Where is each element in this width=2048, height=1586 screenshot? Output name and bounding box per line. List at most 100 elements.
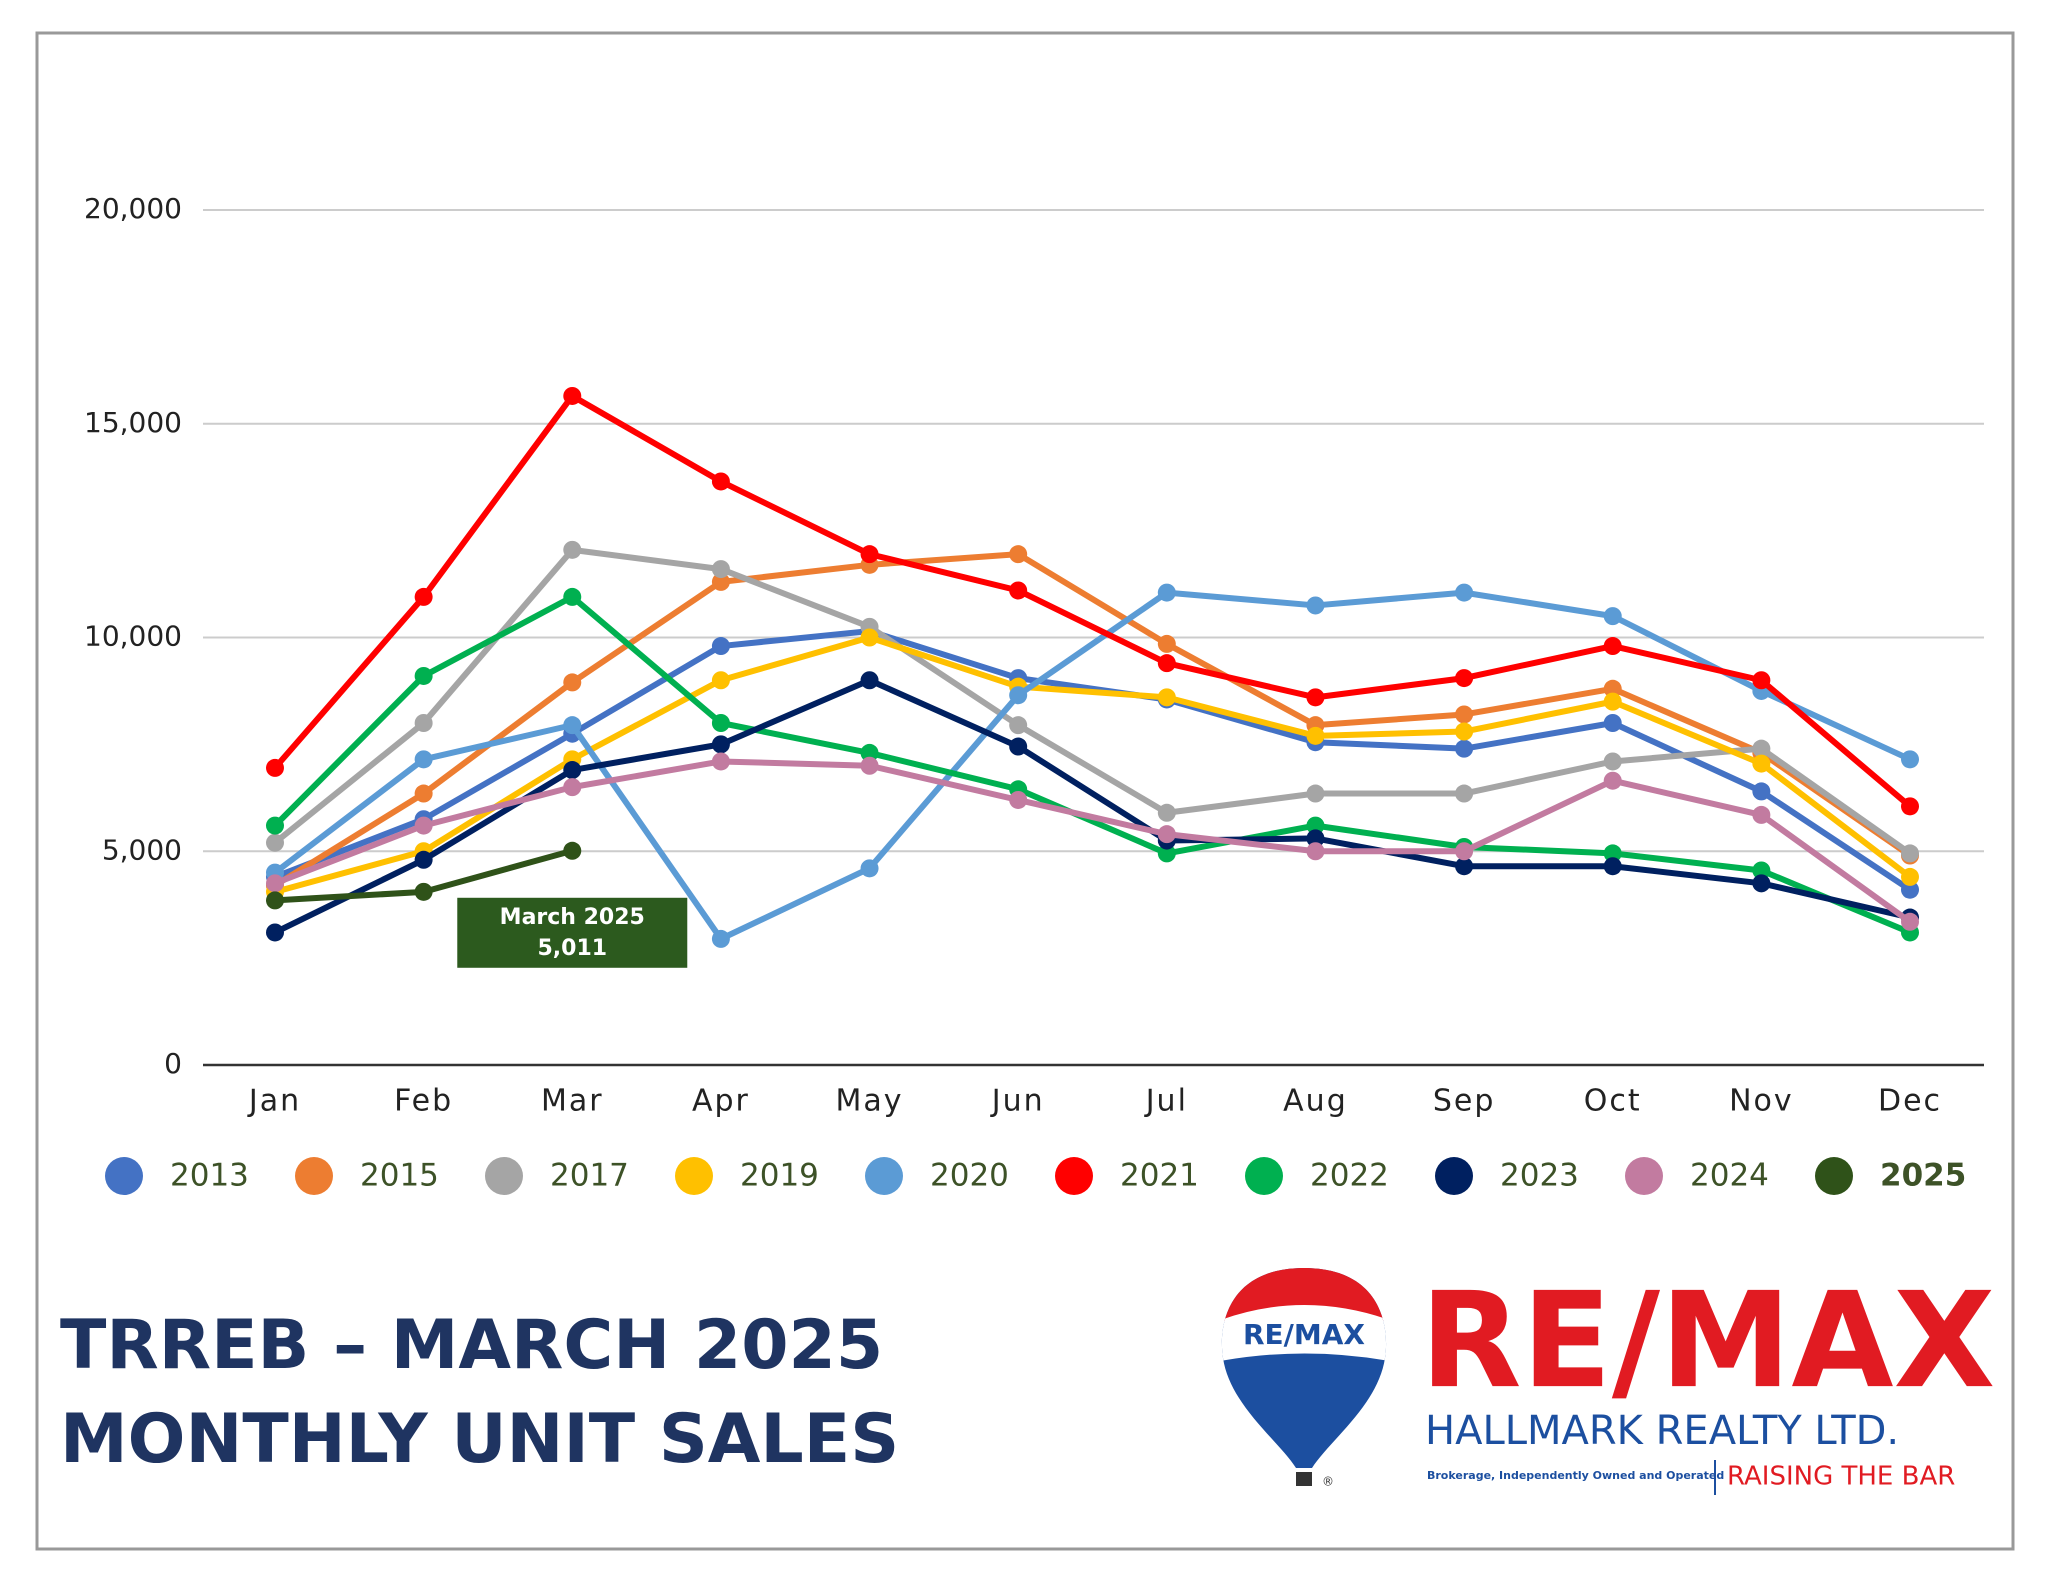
- marker: [711, 572, 730, 591]
- marker: [1603, 771, 1622, 790]
- legend-swatch: [1055, 1157, 1093, 1195]
- registered: ®: [1322, 1475, 1334, 1489]
- marker: [1901, 797, 1919, 816]
- marker: [1752, 754, 1771, 773]
- marker: [711, 752, 730, 771]
- marker: [711, 714, 730, 732]
- marker: [1455, 842, 1474, 861]
- marker: [711, 560, 730, 579]
- marker: [1157, 688, 1176, 707]
- x-tick-label: Feb: [394, 1084, 453, 1119]
- series: [266, 671, 1919, 942]
- marker: [414, 666, 433, 685]
- y-tick-label: 10,000: [84, 620, 182, 653]
- annotation-text: March 2025: [500, 905, 645, 930]
- marker: [860, 743, 879, 762]
- marker: [1157, 634, 1176, 653]
- marker: [1157, 803, 1176, 822]
- legend-swatch: [865, 1157, 903, 1195]
- marker: [414, 816, 433, 835]
- balloon-text: RE/MAX: [1243, 1318, 1365, 1351]
- marker: [266, 833, 284, 852]
- marker: [1603, 692, 1622, 711]
- company: HALLMARK REALTY LTD.: [1425, 1408, 1899, 1454]
- marker: [1603, 714, 1622, 732]
- marker: [414, 587, 433, 606]
- marker: [563, 716, 582, 735]
- marker: [1157, 825, 1176, 844]
- marker: [1752, 861, 1771, 880]
- legend-label: 2025: [1880, 1158, 1966, 1194]
- marker: [266, 891, 284, 910]
- y-tick-label: 15,000: [84, 406, 182, 439]
- legend-swatch: [105, 1157, 143, 1195]
- basket: [1296, 1472, 1312, 1486]
- marker: [1752, 874, 1771, 893]
- marker: [1306, 784, 1325, 803]
- y-tick-label: 0: [164, 1047, 182, 1080]
- marker: [860, 671, 879, 690]
- marker: [1901, 912, 1919, 931]
- marker: [1455, 669, 1474, 688]
- line: [273, 551, 1912, 889]
- marker: [1157, 844, 1176, 863]
- marker: [860, 628, 879, 647]
- marker: [1455, 857, 1474, 876]
- marker: [860, 756, 879, 775]
- y-tick-label: 20,000: [84, 192, 182, 225]
- legend-label: 2019: [740, 1158, 819, 1194]
- marker: [1157, 654, 1176, 673]
- legend-swatch: [1435, 1157, 1473, 1195]
- marker: [1901, 867, 1919, 886]
- legend-swatch: [295, 1157, 333, 1195]
- marker: [1009, 790, 1028, 809]
- title-line: TRREB – MARCH 2025: [60, 1306, 883, 1385]
- x-tick-label: May: [836, 1084, 904, 1119]
- marker: [563, 587, 582, 606]
- title-line: MONTHLY UNIT SALES: [60, 1400, 899, 1479]
- marker: [414, 750, 433, 769]
- marker: [1752, 782, 1771, 801]
- series: [266, 386, 1919, 816]
- marker: [414, 882, 433, 901]
- marker: [1306, 816, 1325, 835]
- line: [273, 628, 1912, 893]
- plot: 0 5,000 10,000 15,000 20,000 Jan Feb Mar Apr May J…: [84, 192, 1984, 1195]
- marker: [711, 472, 730, 491]
- tagline-left: Brokerage, Independently Owned and Opera…: [1427, 1469, 1724, 1482]
- marker: [1603, 857, 1622, 876]
- x-tick-label: Jan: [247, 1084, 301, 1119]
- marker: [266, 874, 284, 893]
- marker: [563, 540, 582, 559]
- line: [273, 546, 1912, 856]
- marker: [1455, 739, 1474, 758]
- marker: [414, 784, 433, 803]
- x-tick-label: Sep: [1433, 1084, 1496, 1119]
- marker: [860, 859, 879, 878]
- line: [273, 677, 1911, 936]
- x-tick-label: Aug: [1283, 1084, 1348, 1119]
- legend-label: 2023: [1500, 1158, 1579, 1194]
- marker: [1306, 726, 1325, 745]
- legend-swatch: [1245, 1157, 1283, 1195]
- marker: [1306, 688, 1325, 707]
- x-tick-label: Nov: [1729, 1084, 1794, 1119]
- legend-swatch: [1815, 1157, 1853, 1195]
- y-tick-label: 5,000: [102, 833, 182, 866]
- legend-swatch: [485, 1157, 523, 1195]
- legend-label: 2013: [170, 1158, 249, 1194]
- x-tick-label: Dec: [1878, 1084, 1942, 1119]
- marker: [711, 637, 730, 656]
- logo-text: RE/MAX: [1420, 1264, 1995, 1418]
- marker: [1901, 750, 1919, 769]
- marker: [1306, 842, 1325, 861]
- line: [272, 593, 1912, 936]
- marker: [1603, 844, 1622, 863]
- series: [266, 752, 1919, 931]
- marker: [1752, 739, 1771, 758]
- marker: [563, 673, 582, 692]
- marker: [711, 671, 730, 690]
- tagline-right: RAISING THE BAR: [1727, 1462, 1955, 1492]
- marker: [563, 761, 582, 780]
